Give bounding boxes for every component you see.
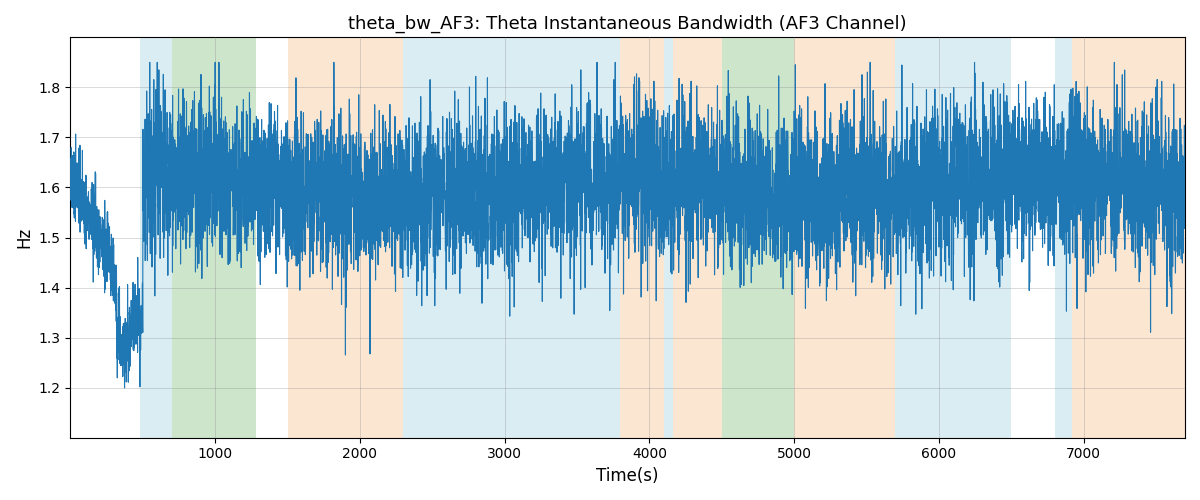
Bar xyxy=(288,38,403,438)
Bar xyxy=(620,38,664,438)
Bar xyxy=(172,38,256,438)
Bar xyxy=(794,38,895,438)
Title: theta_bw_AF3: Theta Instantaneous Bandwidth (AF3 Channel): theta_bw_AF3: Theta Instantaneous Bandwi… xyxy=(348,15,907,34)
Bar xyxy=(672,38,721,438)
Bar xyxy=(721,38,794,438)
Y-axis label: Hz: Hz xyxy=(14,227,32,248)
Bar xyxy=(895,38,1012,438)
Bar xyxy=(664,38,672,438)
X-axis label: Time(s): Time(s) xyxy=(596,467,659,485)
Bar xyxy=(1072,38,1186,438)
Bar xyxy=(1055,38,1072,438)
Bar xyxy=(140,38,172,438)
Bar xyxy=(403,38,620,438)
